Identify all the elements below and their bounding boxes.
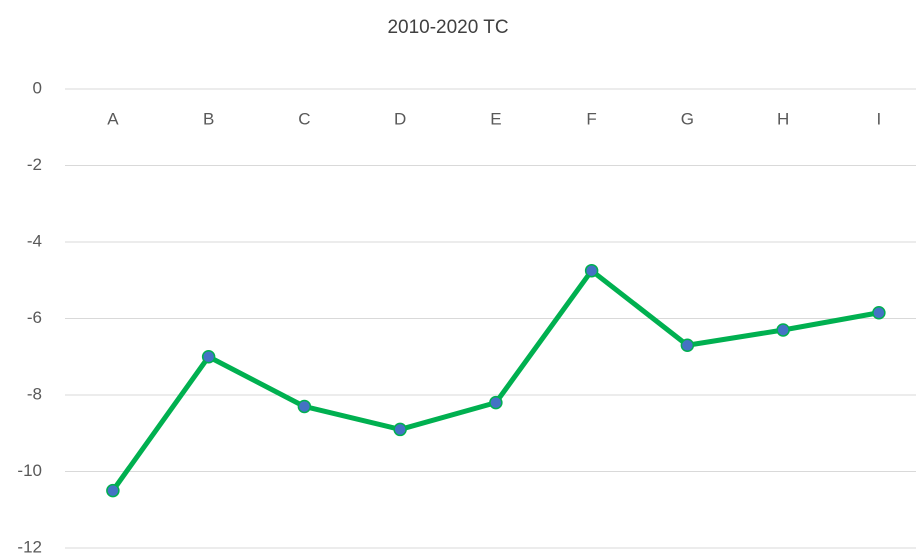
marker — [584, 263, 599, 278]
x-tick-label: C — [298, 109, 310, 128]
x-tick-label: B — [203, 109, 214, 128]
marker — [776, 323, 790, 337]
x-tick-label: D — [394, 109, 406, 128]
line — [110, 268, 880, 493]
x-tick-label: F — [586, 109, 596, 128]
y-tick-label: -2 — [27, 155, 42, 174]
y-tick-label: -12 — [17, 537, 42, 556]
y-tick-label: -10 — [17, 461, 42, 480]
chart-title: 2010-2020 TC — [387, 17, 508, 38]
x-tick-label: G — [681, 109, 694, 128]
marker — [297, 399, 312, 414]
marker — [106, 483, 120, 498]
marker — [489, 395, 503, 410]
marker — [393, 422, 407, 437]
x-tick-label: A — [107, 109, 119, 128]
y-tick-label: -6 — [27, 308, 42, 327]
marker — [201, 350, 216, 364]
x-tick-label: H — [777, 109, 789, 128]
y-tick-label: -8 — [27, 384, 42, 403]
y-tick-label: -4 — [27, 231, 42, 250]
x-tick-label: I — [877, 109, 882, 128]
x-tick-label: E — [490, 109, 501, 128]
marker — [680, 338, 695, 353]
y-tick-label: 0 — [33, 78, 42, 97]
marker — [872, 306, 886, 320]
